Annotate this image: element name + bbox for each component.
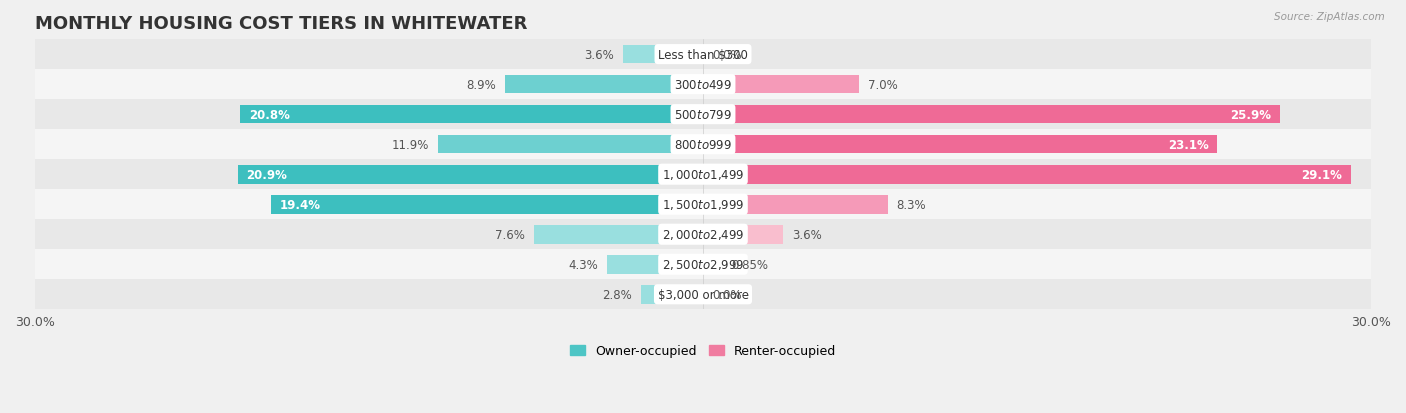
Text: $1,500 to $1,999: $1,500 to $1,999 [662, 198, 744, 212]
Bar [35, 190, 1371, 220]
Text: 11.9%: 11.9% [392, 138, 429, 151]
Text: 3.6%: 3.6% [792, 228, 823, 241]
Text: MONTHLY HOUSING COST TIERS IN WHITEWATER: MONTHLY HOUSING COST TIERS IN WHITEWATER [35, 15, 527, 33]
Text: 20.8%: 20.8% [249, 108, 290, 121]
Text: $1,000 to $1,499: $1,000 to $1,499 [662, 168, 744, 182]
Bar [439, 135, 703, 154]
Text: $500 to $799: $500 to $799 [673, 108, 733, 121]
Bar [703, 255, 721, 274]
Bar [703, 76, 859, 94]
Text: 7.0%: 7.0% [868, 78, 897, 91]
Bar [240, 106, 703, 124]
Bar [35, 220, 1371, 249]
Legend: Owner-occupied, Renter-occupied: Owner-occupied, Renter-occupied [565, 339, 841, 363]
Bar [35, 160, 1371, 190]
Bar [271, 195, 703, 214]
Bar [703, 195, 887, 214]
Text: 0.0%: 0.0% [711, 48, 741, 62]
Bar [641, 285, 703, 304]
Text: 19.4%: 19.4% [280, 198, 321, 211]
Bar [35, 130, 1371, 160]
Text: 0.0%: 0.0% [711, 288, 741, 301]
Text: Less than $300: Less than $300 [658, 48, 748, 62]
Bar [703, 106, 1279, 124]
Text: 25.9%: 25.9% [1230, 108, 1271, 121]
Bar [35, 249, 1371, 280]
Bar [534, 225, 703, 244]
Text: 8.9%: 8.9% [467, 78, 496, 91]
Bar [703, 135, 1218, 154]
Text: 20.9%: 20.9% [246, 168, 287, 181]
Text: 2.8%: 2.8% [602, 288, 631, 301]
Bar [238, 166, 703, 184]
Bar [35, 40, 1371, 70]
Text: 3.6%: 3.6% [583, 48, 614, 62]
Bar [35, 100, 1371, 130]
Text: Source: ZipAtlas.com: Source: ZipAtlas.com [1274, 12, 1385, 22]
Text: $3,000 or more: $3,000 or more [658, 288, 748, 301]
Bar [623, 46, 703, 64]
Bar [703, 225, 783, 244]
Text: 0.85%: 0.85% [731, 258, 768, 271]
Bar [607, 255, 703, 274]
Text: 7.6%: 7.6% [495, 228, 524, 241]
Text: 4.3%: 4.3% [568, 258, 599, 271]
Text: 23.1%: 23.1% [1168, 138, 1209, 151]
Bar [35, 280, 1371, 309]
Text: $800 to $999: $800 to $999 [673, 138, 733, 151]
Text: $300 to $499: $300 to $499 [673, 78, 733, 91]
Bar [505, 76, 703, 94]
Bar [703, 166, 1351, 184]
Bar [35, 70, 1371, 100]
Text: 8.3%: 8.3% [897, 198, 927, 211]
Text: 29.1%: 29.1% [1301, 168, 1343, 181]
Text: $2,000 to $2,499: $2,000 to $2,499 [662, 228, 744, 242]
Text: $2,500 to $2,999: $2,500 to $2,999 [662, 258, 744, 272]
